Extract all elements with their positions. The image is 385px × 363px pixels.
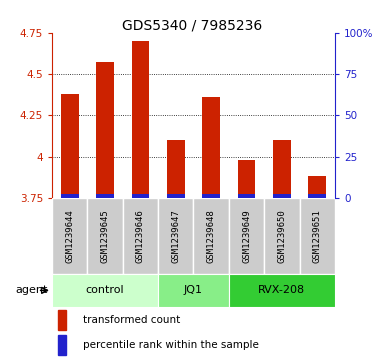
Bar xyxy=(58,310,66,330)
Bar xyxy=(202,97,220,198)
Bar xyxy=(300,198,335,274)
Bar xyxy=(96,62,114,198)
Bar xyxy=(58,335,66,355)
Bar xyxy=(167,194,185,198)
Bar xyxy=(167,140,185,198)
Text: control: control xyxy=(86,285,124,295)
Text: GSM1239649: GSM1239649 xyxy=(242,209,251,263)
Text: GSM1239647: GSM1239647 xyxy=(171,209,180,263)
Text: GSM1239648: GSM1239648 xyxy=(207,209,216,263)
Text: percentile rank within the sample: percentile rank within the sample xyxy=(83,340,259,350)
Bar xyxy=(52,198,87,274)
Bar xyxy=(238,160,255,198)
Bar xyxy=(123,198,158,274)
Text: JQ1: JQ1 xyxy=(184,285,203,295)
Bar xyxy=(158,198,193,274)
Text: GSM1239650: GSM1239650 xyxy=(277,209,286,263)
Bar xyxy=(87,198,123,274)
Text: agent: agent xyxy=(16,285,48,295)
Bar xyxy=(158,274,229,307)
Bar xyxy=(229,274,335,307)
Bar xyxy=(273,194,291,198)
Text: GSM1239644: GSM1239644 xyxy=(65,209,74,263)
Bar xyxy=(96,194,114,198)
Bar xyxy=(61,194,79,198)
Text: transformed count: transformed count xyxy=(83,315,180,325)
Text: GSM1239646: GSM1239646 xyxy=(136,209,145,263)
Bar xyxy=(229,198,264,274)
Bar xyxy=(308,176,326,198)
Bar xyxy=(132,41,149,198)
Text: GSM1239645: GSM1239645 xyxy=(100,209,110,263)
Bar xyxy=(61,94,79,198)
Text: RVX-208: RVX-208 xyxy=(258,285,305,295)
Bar xyxy=(193,198,229,274)
Bar xyxy=(132,194,149,198)
Bar xyxy=(264,198,300,274)
Text: GDS5340 / 7985236: GDS5340 / 7985236 xyxy=(122,18,263,32)
Bar xyxy=(238,194,255,198)
Bar xyxy=(52,274,158,307)
Text: GSM1239651: GSM1239651 xyxy=(313,209,322,263)
Bar xyxy=(273,140,291,198)
Bar xyxy=(308,194,326,198)
Bar xyxy=(202,194,220,198)
